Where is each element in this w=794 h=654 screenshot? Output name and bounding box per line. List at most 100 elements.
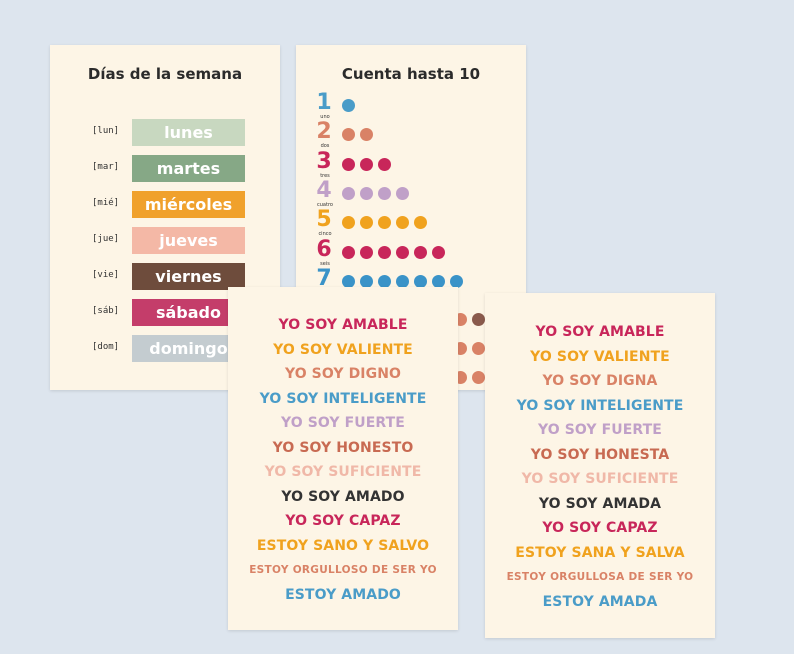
count-dot: [472, 342, 485, 356]
affirmation-line: YO SOY CAPAZ: [285, 513, 401, 529]
count-dot: [378, 157, 391, 171]
count-dot: [396, 186, 409, 200]
count-dot: [414, 245, 427, 259]
day-row: [mié] miércoles: [50, 191, 280, 218]
count-dot: [342, 128, 355, 142]
affirmation-line: YO SOY AMADO: [281, 488, 405, 505]
day-name-box: miércoles: [132, 191, 245, 218]
number-row: 4 cuatro: [316, 177, 516, 210]
day-row: [vie] viernes: [50, 263, 280, 290]
day-row: [mar] martes: [50, 155, 280, 182]
counting-dots: [342, 157, 396, 172]
day-name-box: viernes: [132, 263, 245, 290]
day-name-box: lunes: [132, 119, 245, 146]
count-dot: [472, 371, 485, 385]
number-row: 7: [316, 265, 516, 298]
number-word: seis: [320, 260, 330, 267]
affirmation-line: ESTOY AMADO: [285, 586, 401, 603]
count-dot: [360, 245, 373, 259]
affirmations-list-feminine: YO SOY AMABLE YO SOY VALIENTE YO SOY DIGNA…: [485, 320, 715, 614]
days-of-week-poster: Días de la semana [lun] lunes [mar] martes[…: [50, 45, 280, 390]
count-dot: [396, 245, 409, 259]
count-dot: [360, 186, 373, 200]
affirmation-line: YO SOY AMABLE: [278, 317, 408, 333]
affirmation-line: YO SOY VALIENTE: [273, 341, 413, 358]
count-dot: [432, 245, 445, 259]
days-poster-title: Días de la semana: [87, 65, 243, 83]
affirmation-line: YO SOY SUFICIENTE: [264, 464, 422, 480]
affirmation-line: YO SOY SUFICIENTE: [521, 471, 679, 487]
affirmation-line: ESTOY SANO Y SALVO: [256, 537, 430, 554]
number-digit: 4: [316, 177, 332, 203]
day-abbreviation: [jue]: [92, 234, 120, 244]
count-dot: [360, 157, 373, 171]
affirmation-line: YO SOY FUERTE: [538, 422, 662, 438]
number-word: cinco: [318, 231, 332, 238]
counting-dots: [342, 128, 378, 142]
count-dot: [414, 274, 427, 288]
count-dot: [414, 216, 427, 230]
number-digit: 6: [316, 236, 332, 262]
count-dot: [360, 128, 373, 142]
affirmation-line: YO SOY HONESTA: [530, 446, 670, 463]
count-dot: [360, 274, 373, 288]
day-name-box: jueves: [132, 227, 245, 254]
affirmation-line: YO SOY DIGNO: [284, 366, 402, 382]
number-word: cuatro: [317, 201, 333, 208]
day-abbreviation: [mié]: [92, 198, 120, 208]
affirmations-list-masculine: YO SOY AMABLE YO SOY VALIENTE YO SOY DIGNO…: [228, 313, 458, 607]
day-name-box: sábado: [132, 299, 245, 326]
number-digit: 1: [316, 90, 332, 115]
affirmation-line: YO SOY DIGNA: [542, 373, 658, 389]
counting-dots: [342, 274, 468, 289]
affirmation-line: ESTOY ORGULLOSA DE SER YO: [506, 571, 694, 583]
affirmation-line: YO SOY FUERTE: [281, 415, 405, 431]
count-dot: [378, 274, 391, 288]
number-digit: 5: [316, 207, 332, 233]
affirmation-line: YO SOY INTELIGENTE: [259, 390, 427, 407]
affirmations-poster-masculine: YO SOY AMABLE YO SOY VALIENTE YO SOY DIGNO…: [228, 287, 458, 630]
count-dot: [450, 274, 463, 288]
affirmation-line: YO SOY HONESTO: [272, 439, 414, 456]
count-dot: [378, 216, 391, 230]
day-abbreviation: [mar]: [92, 162, 120, 172]
number-row: 5 cinco: [316, 207, 516, 239]
count-dot: [342, 99, 355, 112]
day-abbreviation: [lun]: [92, 126, 120, 136]
number-digit: 7: [316, 265, 332, 291]
affirmation-line: ESTOY SANA Y SALVA: [515, 544, 685, 561]
count-dot: [378, 245, 391, 259]
affirmations-poster-feminine: YO SOY AMABLE YO SOY VALIENTE YO SOY DIGNA…: [485, 293, 715, 638]
day-row: [lun] lunes: [50, 119, 280, 146]
day-row: [sáb] sábado: [50, 299, 280, 326]
affirmation-line: YO SOY VALIENTE: [530, 348, 670, 365]
counting-dots: [342, 216, 432, 230]
count-dot: [396, 274, 409, 288]
day-row: [dom] domingo: [50, 335, 280, 362]
number-row: 2 dos: [316, 119, 516, 151]
count-dot: [432, 274, 445, 288]
day-abbreviation: [sáb]: [92, 306, 120, 316]
counting-dots: [342, 99, 360, 113]
day-name-box: martes: [132, 155, 245, 182]
number-word: uno: [320, 114, 330, 120]
count-dot: [360, 216, 373, 230]
count-dot: [472, 313, 485, 327]
day-abbreviation: [dom]: [92, 342, 120, 352]
count-dot: [342, 274, 355, 288]
counting-dots: [342, 245, 450, 260]
affirmation-line: YO SOY CAPAZ: [542, 520, 658, 536]
day-name-box: domingo: [132, 335, 245, 362]
affirmation-line: ESTOY AMADA: [542, 593, 658, 610]
number-row: 3 tres: [316, 148, 516, 181]
affirmation-line: YO SOY AMABLE: [535, 324, 665, 340]
count-dot: [378, 186, 391, 200]
number-digit: 2: [316, 119, 332, 145]
count-dot: [342, 186, 355, 200]
count-dot: [396, 216, 409, 230]
number-digit: 3: [316, 148, 332, 174]
number-word: tres: [320, 172, 330, 179]
count-poster-title: Cuenta hasta 10: [341, 65, 481, 83]
day-abbreviation: [vie]: [92, 270, 120, 280]
count-dot: [342, 157, 355, 171]
